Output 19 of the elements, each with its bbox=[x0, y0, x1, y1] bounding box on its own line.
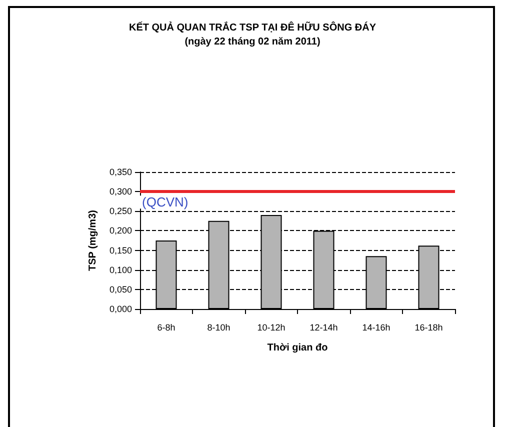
chart-subtitle: (ngày 22 tháng 02 năm 2011) bbox=[184, 36, 320, 48]
y-tick-label: 0,000 bbox=[109, 304, 132, 314]
x-tick-label: 10-12h bbox=[257, 322, 286, 332]
y-tick-label: 0,250 bbox=[109, 206, 132, 216]
x-tick-label: 6-8h bbox=[157, 322, 176, 332]
x-tick-label: 12-14h bbox=[310, 322, 338, 332]
y-tick-label: 0,150 bbox=[109, 245, 132, 256]
chart-title: KẾT QUẢ QUAN TRẮC TSP TẠI ĐÊ HỮU SÔNG ĐÁY bbox=[128, 22, 376, 34]
x-tick-label: 8-10h bbox=[207, 322, 230, 332]
y-tick-label: 0,200 bbox=[109, 226, 132, 236]
ref-line-label: (QCVN) bbox=[142, 194, 188, 210]
y-tick-label: 0,300 bbox=[109, 186, 132, 197]
y-tick-label: 0,350 bbox=[109, 167, 132, 177]
x-tick-label: 14-16h bbox=[362, 322, 390, 332]
y-tick-label: 0,050 bbox=[109, 284, 132, 294]
x-tick-label: 16-18h bbox=[414, 322, 443, 332]
y-tick-label: 0,100 bbox=[109, 264, 132, 275]
x-axis-title: Thời gian đo bbox=[267, 342, 328, 354]
y-axis-title: TSP (mg/m3) bbox=[88, 210, 98, 271]
